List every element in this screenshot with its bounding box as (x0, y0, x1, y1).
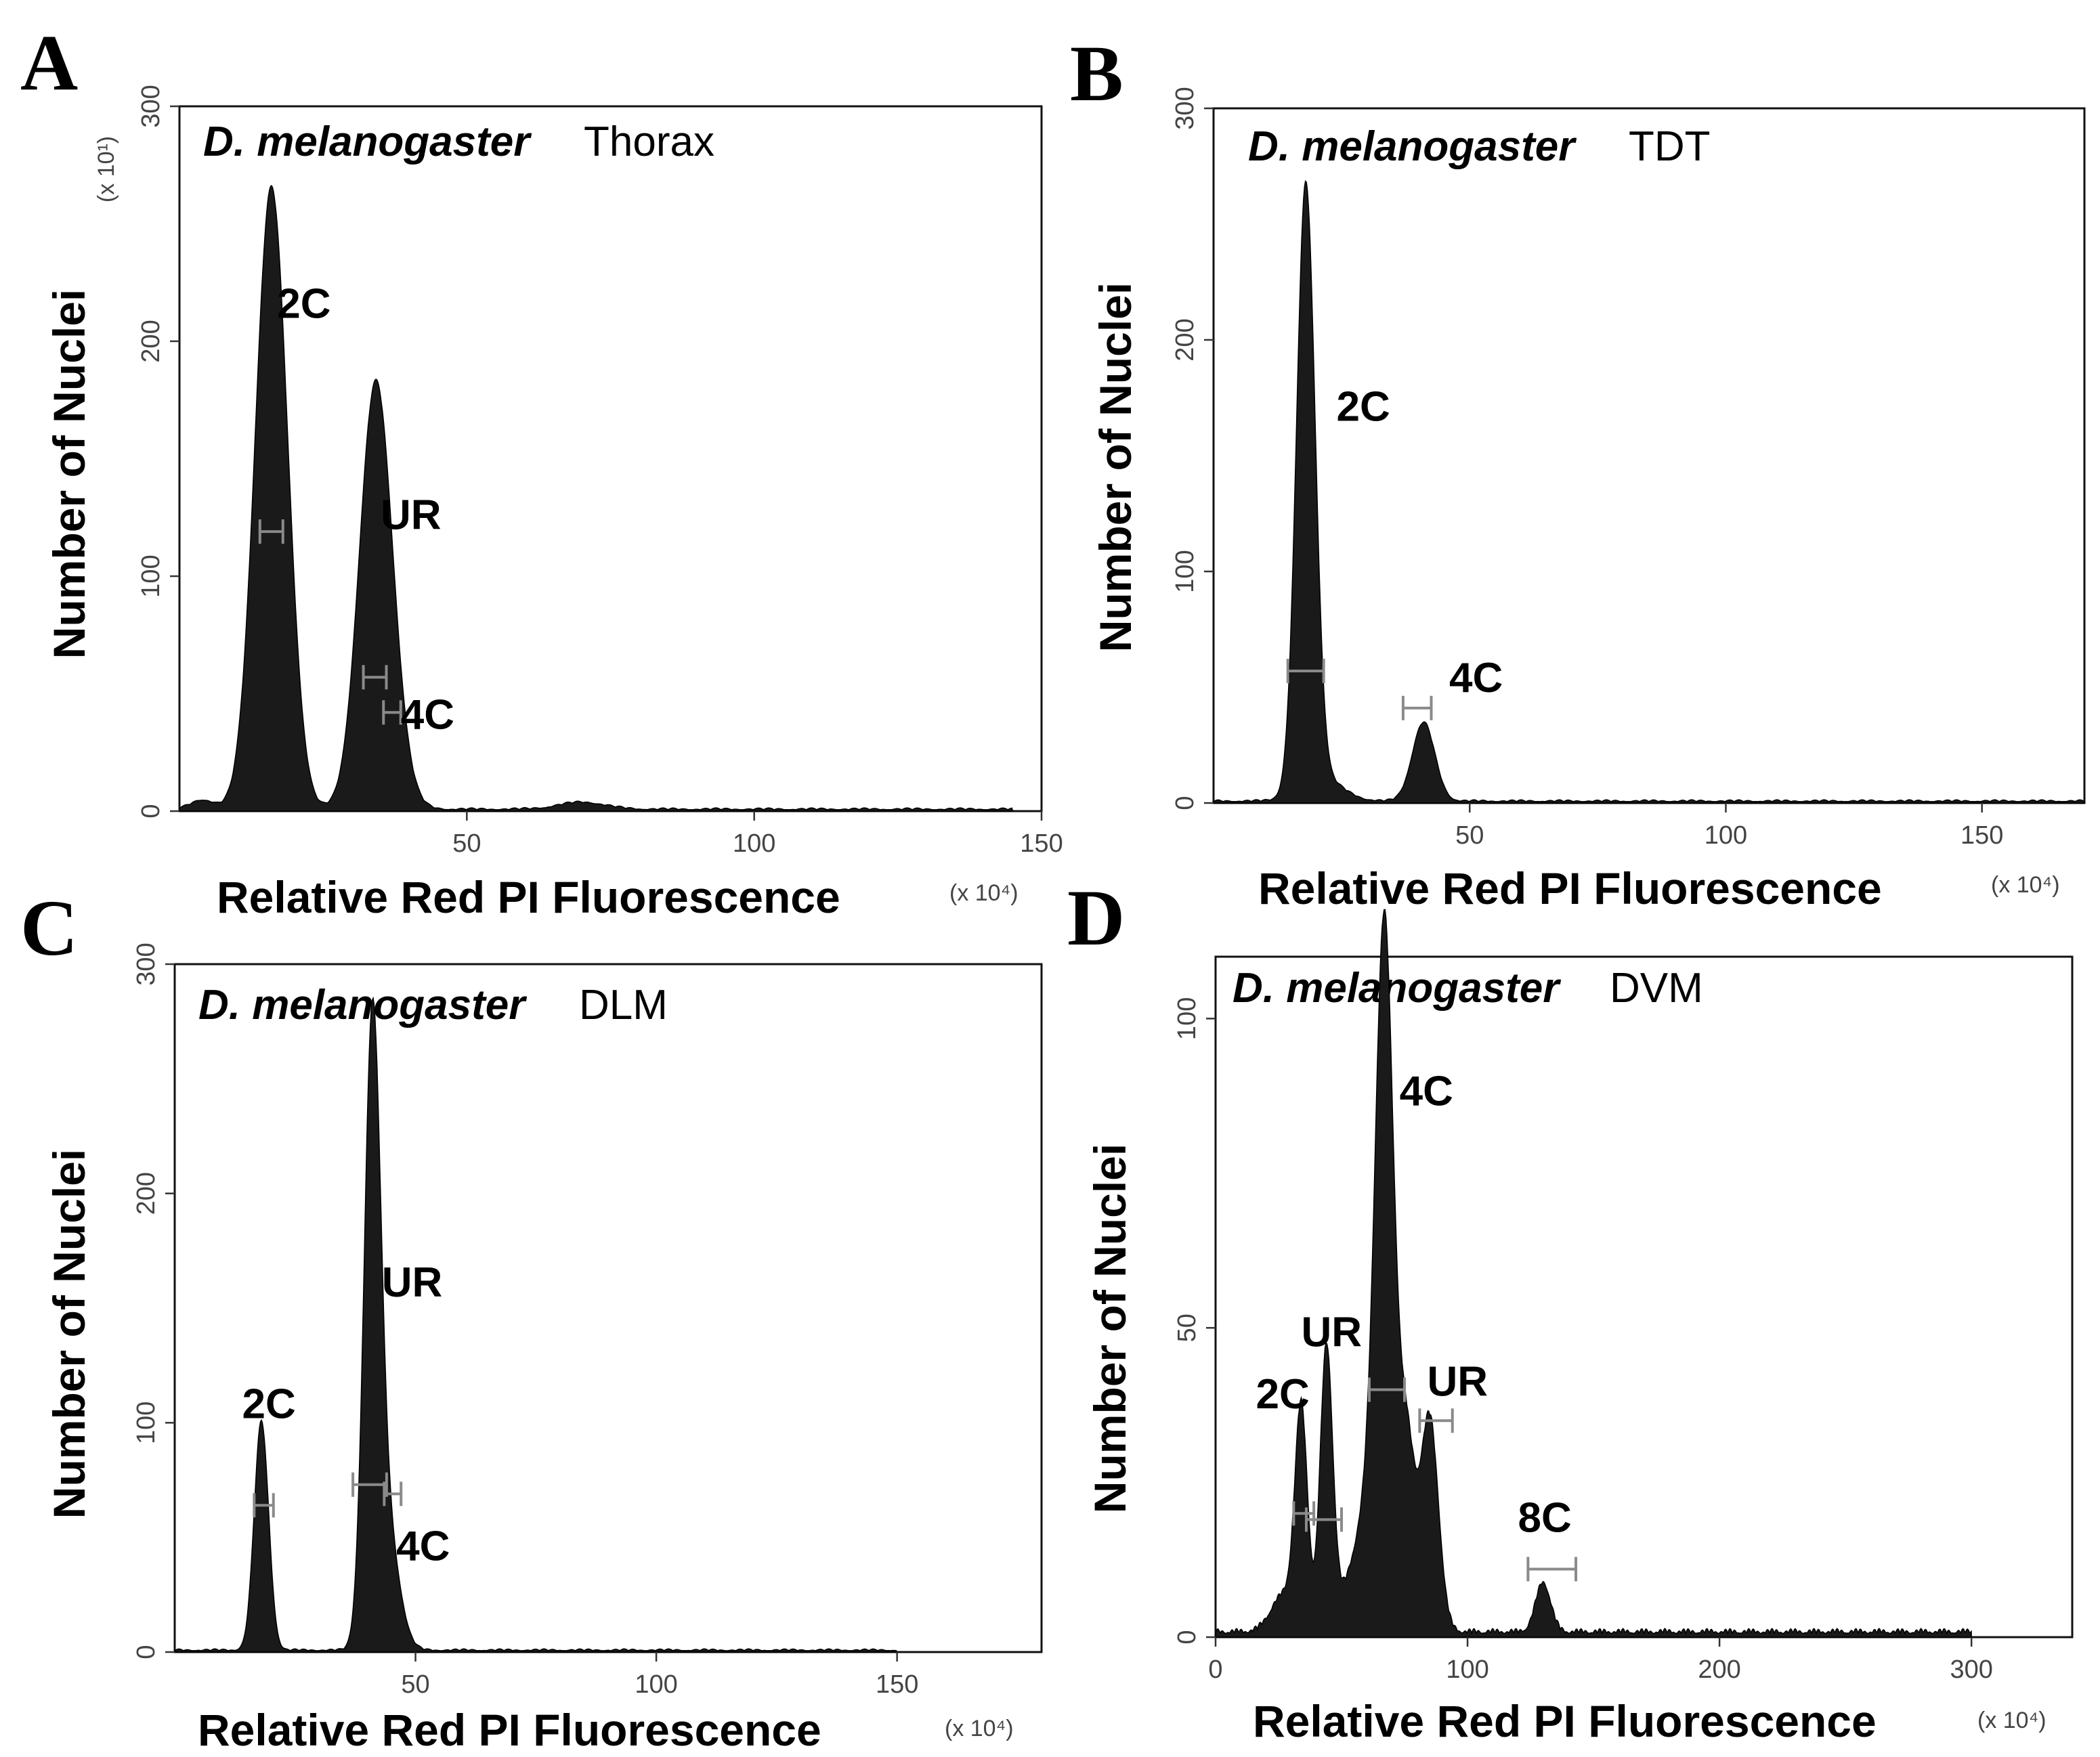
gate-marker (258, 519, 284, 544)
gate-marker (1367, 1377, 1407, 1402)
panel-title-species: D. melanogaster (203, 118, 532, 165)
panel-title-tissue: TDT (1629, 123, 1711, 170)
plot-frame (178, 105, 1043, 812)
peak-label: UR (1302, 1309, 1363, 1356)
x-tick-label: 150 (1020, 829, 1063, 858)
panel-letter-a: A (20, 18, 78, 107)
y-axis-label: Number of Nuclei (1090, 282, 1140, 652)
plot-frame (1212, 107, 2086, 804)
y-tick-label: 300 (132, 942, 160, 985)
peak-label: 2C (1337, 384, 1390, 431)
x-multiplier: (x 10⁴) (1991, 872, 2060, 898)
y-axis-label: Number of Nuclei (44, 1149, 94, 1519)
x-multiplier: (x 10⁴) (1977, 1708, 2047, 1733)
peak-label: 4C (1449, 655, 1503, 701)
x-tick-label: 300 (1950, 1655, 1992, 1684)
x-tick-label: 0 (1208, 1655, 1222, 1684)
y-tick-label: 300 (137, 85, 165, 127)
histogram-area (179, 184, 1014, 812)
x-tick-label: 150 (1960, 821, 2003, 850)
y-tick-label: 0 (1171, 796, 1199, 810)
gate-marker (1526, 1557, 1578, 1582)
gate-marker (382, 700, 402, 725)
x-multiplier: (x 10⁴) (949, 880, 1019, 906)
gate-marker (362, 665, 388, 690)
peak-label: UR (382, 1259, 443, 1306)
y-axis-label: Number of Nuclei (44, 289, 94, 659)
y-tick-label: 100 (137, 555, 165, 597)
gate-marker (1286, 659, 1325, 684)
x-axis-label: Relative Red PI Fluorescence (198, 1705, 821, 1755)
panel-a: A D. melanogaster Thorax Number of Nucle… (20, 18, 1063, 922)
y-tick-label: 50 (1173, 1314, 1201, 1342)
gate-marker (1401, 695, 1433, 720)
y-multiplier: (x 10¹) (93, 136, 119, 202)
gate-marker (1304, 1507, 1344, 1532)
y-tick-label: 200 (132, 1172, 160, 1215)
x-tick-label: 100 (733, 829, 775, 858)
histogram-area (174, 996, 899, 1653)
peak-label: 2C (242, 1381, 296, 1428)
gate-marker (1292, 1501, 1316, 1526)
panel-letter-b: B (1070, 29, 1123, 118)
y-tick-label: 0 (132, 1645, 160, 1659)
peak-label: UR (1428, 1359, 1488, 1406)
y-tick-label: 200 (137, 320, 165, 362)
y-tick-label: 0 (137, 804, 165, 818)
panel-letter-d: D (1067, 873, 1125, 962)
x-tick-label: 100 (635, 1670, 677, 1699)
panel-title-tissue: Thorax (584, 118, 714, 165)
gate-marker (383, 1481, 403, 1506)
gate-marker (1418, 1408, 1454, 1433)
panel-title-tissue: DVM (1610, 965, 1703, 1012)
plot-frame (1214, 955, 2074, 1639)
peak-label: 8C (1518, 1495, 1571, 1542)
y-tick-label: 100 (132, 1402, 160, 1444)
x-axis-label: Relative Red PI Fluorescence (1253, 1696, 1877, 1746)
x-tick-label: 50 (1455, 821, 1484, 850)
peak-label: 4C (401, 692, 454, 739)
gate-marker (253, 1493, 275, 1518)
panel-b: B D. melanogaster TDT Number of Nuclei R… (1070, 29, 2086, 913)
y-tick-label: 300 (1171, 87, 1199, 129)
panel-c: C D. melanogaster DLM Number of Nuclei R… (20, 884, 1043, 1755)
histogram-area (1213, 179, 2086, 804)
x-tick-label: 100 (1446, 1655, 1488, 1684)
x-tick-label: 50 (401, 1670, 429, 1699)
y-tick-label: 100 (1173, 997, 1201, 1040)
x-axis-label: Relative Red PI Fluorescence (217, 872, 840, 922)
peak-label: UR (381, 492, 442, 539)
panel-title-species: D. melanogaster (1248, 123, 1577, 170)
x-tick-label: 50 (452, 829, 481, 858)
histogram-area (1215, 909, 1972, 1638)
panel-d: D D. melanogaster DVM Number of Nuclei R… (1067, 873, 2074, 1746)
panel-title-species: D. melanogaster (1233, 965, 1561, 1012)
x-multiplier: (x 10⁴) (945, 1716, 1014, 1741)
panel-letter-c: C (20, 884, 78, 972)
panel-title-species: D. melanogaster (198, 982, 527, 1028)
peak-label: 2C (277, 280, 330, 327)
plot-frame (173, 963, 1043, 1653)
y-tick-label: 100 (1171, 550, 1199, 592)
y-tick-label: 0 (1173, 1630, 1201, 1644)
peak-label: 4C (1400, 1068, 1453, 1114)
peak-label: 2C (1256, 1371, 1310, 1418)
y-tick-label: 200 (1171, 318, 1199, 361)
x-axis-label: Relative Red PI Fluorescence (1258, 863, 1882, 913)
peak-label: 4C (396, 1523, 450, 1570)
panel-title-tissue: DLM (579, 982, 668, 1028)
x-tick-label: 100 (1705, 821, 1747, 850)
x-tick-label: 200 (1698, 1655, 1740, 1684)
y-axis-label: Number of Nuclei (1085, 1144, 1135, 1513)
x-tick-label: 150 (876, 1670, 918, 1699)
